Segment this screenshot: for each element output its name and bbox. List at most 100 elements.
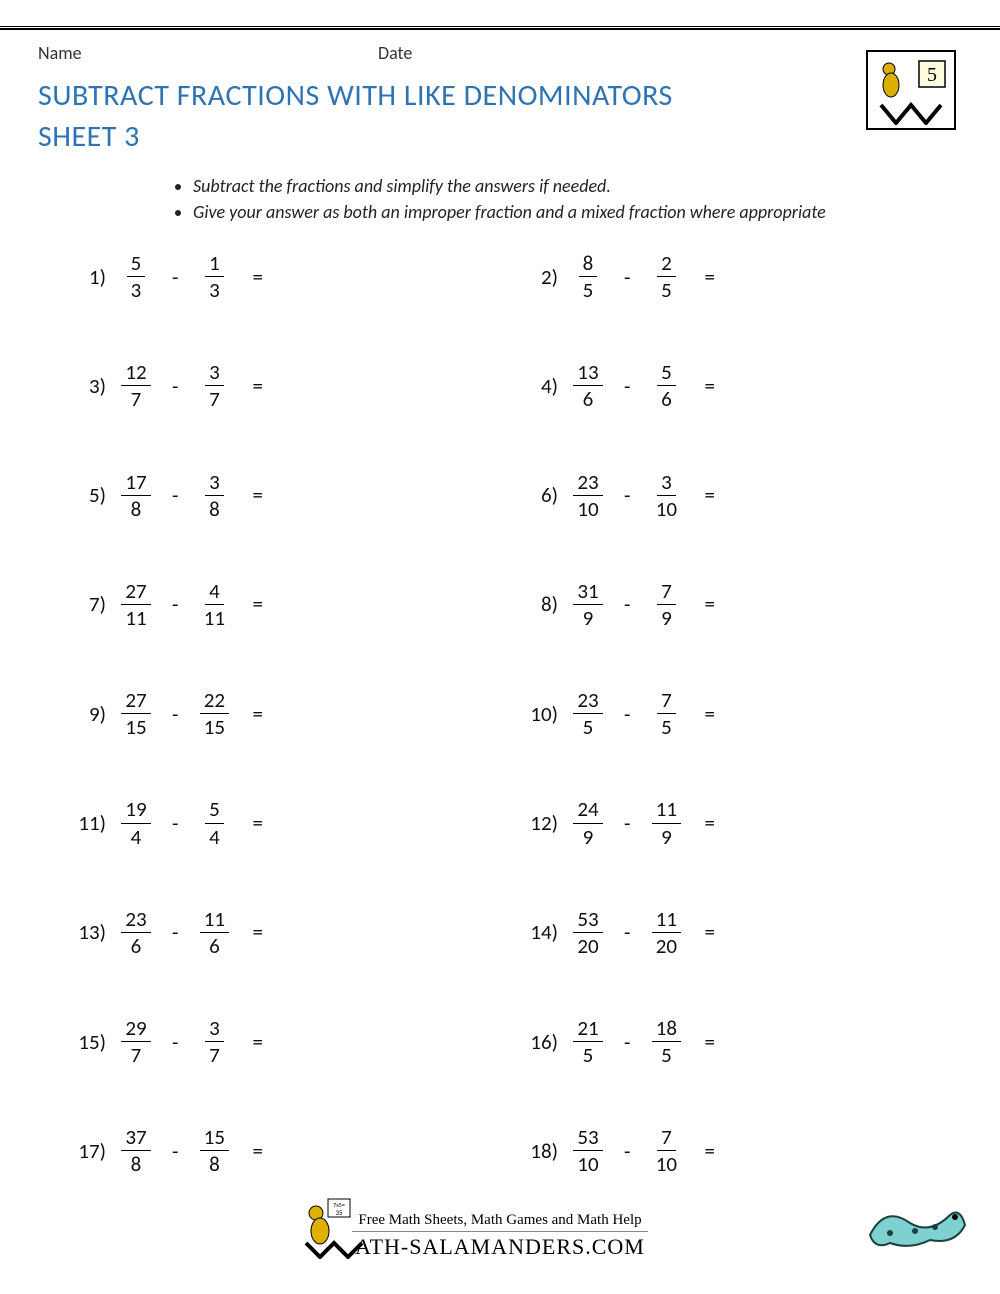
denominator: 5 bbox=[583, 714, 594, 739]
numerator: 5 bbox=[127, 251, 146, 277]
denominator: 10 bbox=[656, 1151, 677, 1176]
denominator: 11 bbox=[204, 605, 225, 630]
fraction-b: 119 bbox=[648, 797, 684, 848]
fraction-b: 185 bbox=[648, 1016, 684, 1067]
fraction-b: 54 bbox=[196, 797, 232, 848]
numerator: 8 bbox=[579, 251, 598, 277]
problem-number: 3) bbox=[68, 373, 114, 399]
fraction-a: 178 bbox=[118, 470, 154, 521]
equals-sign: = bbox=[252, 264, 262, 290]
problem-number: 11) bbox=[68, 810, 114, 836]
numerator: 3 bbox=[205, 1016, 224, 1042]
problem-row: 13)236-116= bbox=[68, 907, 510, 958]
minus-operator: - bbox=[172, 810, 178, 836]
problem-number: 15) bbox=[68, 1029, 114, 1055]
fraction-b: 38 bbox=[196, 470, 232, 521]
equals-sign: = bbox=[704, 373, 714, 399]
numerator: 5 bbox=[657, 360, 676, 386]
numerator: 2 bbox=[657, 251, 676, 277]
title-line-1: SUBTRACT FRACTIONS WITH LIKE DENOMINATOR… bbox=[38, 77, 673, 114]
equals-sign: = bbox=[704, 1138, 714, 1164]
minus-operator: - bbox=[624, 810, 630, 836]
numerator: 7 bbox=[657, 579, 676, 605]
instructions-list: Subtract the fractions and simplify the … bbox=[193, 175, 962, 223]
fraction-a: 127 bbox=[118, 360, 154, 411]
denominator: 6 bbox=[131, 933, 142, 958]
footer: Free Math Sheets, Math Games and Math He… bbox=[0, 1210, 1000, 1260]
fraction-b: 411 bbox=[196, 579, 232, 630]
fraction-a: 236 bbox=[118, 907, 154, 958]
problem-number: 14) bbox=[520, 919, 566, 945]
fraction-a: 319 bbox=[570, 579, 606, 630]
minus-operator: - bbox=[172, 482, 178, 508]
numerator: 37 bbox=[121, 1125, 150, 1151]
denominator: 7 bbox=[131, 386, 142, 411]
numerator: 27 bbox=[121, 688, 150, 714]
minus-operator: - bbox=[624, 919, 630, 945]
denominator: 8 bbox=[209, 496, 220, 521]
denominator: 9 bbox=[661, 605, 672, 630]
numerator: 4 bbox=[205, 579, 224, 605]
fraction-a: 85 bbox=[570, 251, 606, 302]
problem-row: 10)235-75= bbox=[520, 688, 962, 739]
fraction-b: 37 bbox=[196, 1016, 232, 1067]
problem-row: 7)2711-411= bbox=[68, 579, 510, 630]
problem-number: 2) bbox=[520, 264, 566, 290]
instruction-item: Give your answer as both an improper fra… bbox=[193, 201, 962, 223]
fraction-a: 2711 bbox=[118, 579, 154, 630]
numerator: 11 bbox=[652, 797, 681, 823]
footer-site: ATH-SALAMANDERS.COM bbox=[0, 1234, 1000, 1260]
page-top-border bbox=[0, 26, 1000, 30]
equals-sign: = bbox=[252, 810, 262, 836]
denominator: 9 bbox=[583, 605, 594, 630]
denominator: 9 bbox=[583, 824, 594, 849]
problem-number: 18) bbox=[520, 1138, 566, 1164]
fraction-b: 13 bbox=[196, 251, 232, 302]
numerator: 1 bbox=[205, 251, 224, 277]
name-label: Name bbox=[38, 42, 378, 64]
denominator: 20 bbox=[577, 933, 598, 958]
equals-sign: = bbox=[704, 482, 714, 508]
denominator: 11 bbox=[125, 605, 146, 630]
numerator: 17 bbox=[121, 470, 150, 496]
problem-number: 5) bbox=[68, 482, 114, 508]
equals-sign: = bbox=[252, 919, 262, 945]
numerator: 31 bbox=[573, 579, 602, 605]
equals-sign: = bbox=[252, 1029, 262, 1055]
numerator: 24 bbox=[573, 797, 602, 823]
numerator: 5 bbox=[205, 797, 224, 823]
problem-row: 5)178-38= bbox=[68, 470, 510, 521]
problem-number: 10) bbox=[520, 701, 566, 727]
fraction-b: 1120 bbox=[648, 907, 684, 958]
problem-number: 12) bbox=[520, 810, 566, 836]
denominator: 3 bbox=[209, 277, 220, 302]
fraction-b: 37 bbox=[196, 360, 232, 411]
problem-number: 1) bbox=[68, 264, 114, 290]
fraction-a: 235 bbox=[570, 688, 606, 739]
date-label: Date bbox=[378, 42, 412, 64]
denominator: 7 bbox=[209, 386, 220, 411]
problem-number: 8) bbox=[520, 591, 566, 617]
minus-operator: - bbox=[624, 264, 630, 290]
problems-grid: 1)53-13=2)85-25=3)127-37=4)136-56=5)178-… bbox=[38, 251, 962, 1177]
denominator: 4 bbox=[209, 824, 220, 849]
numerator: 3 bbox=[205, 360, 224, 386]
numerator: 15 bbox=[200, 1125, 229, 1151]
fraction-a: 2310 bbox=[570, 470, 606, 521]
worksheet-page: Name Date SUBTRACT FRACTIONS WITH LIKE D… bbox=[38, 42, 962, 1177]
denominator: 3 bbox=[131, 277, 142, 302]
numerator: 23 bbox=[121, 907, 150, 933]
problem-row: 2)85-25= bbox=[520, 251, 962, 302]
minus-operator: - bbox=[172, 264, 178, 290]
denominator: 6 bbox=[209, 933, 220, 958]
denominator: 8 bbox=[131, 496, 142, 521]
equals-sign: = bbox=[252, 591, 262, 617]
minus-operator: - bbox=[172, 373, 178, 399]
equals-sign: = bbox=[704, 1029, 714, 1055]
denominator: 7 bbox=[131, 1042, 142, 1067]
numerator: 53 bbox=[573, 1125, 602, 1151]
problem-number: 6) bbox=[520, 482, 566, 508]
equals-sign: = bbox=[704, 591, 714, 617]
denominator: 5 bbox=[661, 1042, 672, 1067]
problem-number: 9) bbox=[68, 701, 114, 727]
